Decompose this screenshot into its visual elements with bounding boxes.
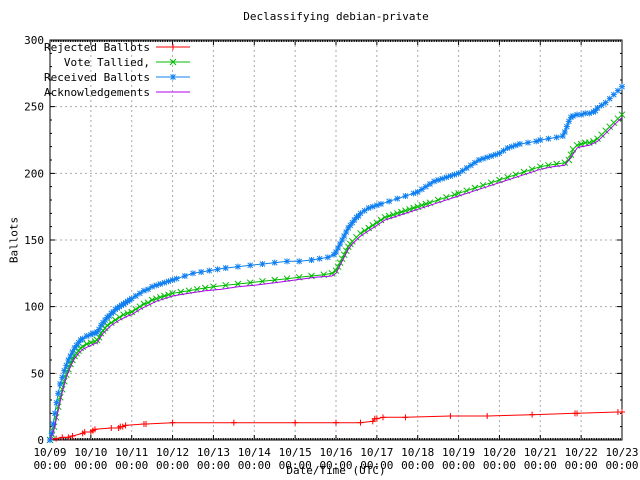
x-tick-label-time: 00:00 [360, 459, 393, 472]
x-tick-label-time: 00:00 [565, 459, 598, 472]
legend-label: Acknowledgements [44, 86, 150, 99]
x-tick-label-time: 00:00 [442, 459, 475, 472]
x-tick-label-date: 10/12 [156, 446, 189, 459]
x-tick-label-date: 10/21 [524, 446, 557, 459]
x-tick-label-date: 10/22 [565, 446, 598, 459]
series-line-acknowledgements [49, 116, 623, 441]
y-tick-label: 50 [31, 367, 44, 380]
x-tick-label-date: 10/18 [401, 446, 434, 459]
legend-label: Vote Tallied, [64, 56, 150, 69]
x-tick-label-time: 00:00 [33, 459, 66, 472]
y-tick-label: 300 [24, 34, 44, 47]
x-tick-label-date: 10/15 [279, 446, 312, 459]
y-axis-label: Ballots [7, 216, 21, 264]
y-tick-label: 100 [24, 301, 44, 314]
x-tick-label-time: 00:00 [483, 459, 516, 472]
x-tick-label-time: 00:00 [524, 459, 557, 472]
legend-label: Received Ballots [44, 71, 150, 84]
x-tick-label-time: 00:00 [238, 459, 271, 472]
series-markers-received-ballots [47, 83, 625, 443]
x-tick-label-time: 00:00 [115, 459, 148, 472]
x-tick-label-date: 10/16 [319, 446, 352, 459]
x-tick-label-time: 00:00 [74, 459, 107, 472]
x-tick-label-date: 10/17 [360, 446, 393, 459]
x-tick-label-date: 10/14 [238, 446, 271, 459]
x-tick-label-time: 00:00 [279, 459, 312, 472]
x-tick-label-date: 10/23 [605, 446, 638, 459]
x-tick-label-time: 00:00 [401, 459, 434, 472]
x-tick-label-time: 00:00 [156, 459, 189, 472]
x-tick-label-time: 00:00 [605, 459, 638, 472]
legend-label: Rejected Ballots [44, 41, 150, 54]
x-tick-label-time: 00:00 [319, 459, 352, 472]
x-tick-label-date: 10/20 [483, 446, 516, 459]
chart-title: Declassifying debian-private [243, 10, 429, 23]
y-tick-label: 0 [37, 434, 44, 447]
x-tick-label-date: 10/10 [74, 446, 107, 459]
x-tick-label-date: 10/13 [197, 446, 230, 459]
y-tick-label: 250 [24, 101, 44, 114]
x-axis-label: Date/Time (UTC) [286, 464, 386, 477]
legend-sample [156, 44, 190, 50]
series-line-rejected-ballots [49, 411, 622, 441]
x-tick-label-time: 00:00 [197, 459, 230, 472]
x-tick-label-date: 10/09 [33, 446, 66, 459]
y-tick-label: 200 [24, 167, 44, 180]
x-tick-label-date: 10/11 [115, 446, 148, 459]
x-tick-label-date: 10/19 [442, 446, 475, 459]
gridlines [50, 40, 622, 440]
legend-sample [156, 74, 190, 80]
legend-sample [156, 58, 190, 66]
y-tick-label: 150 [24, 234, 44, 247]
